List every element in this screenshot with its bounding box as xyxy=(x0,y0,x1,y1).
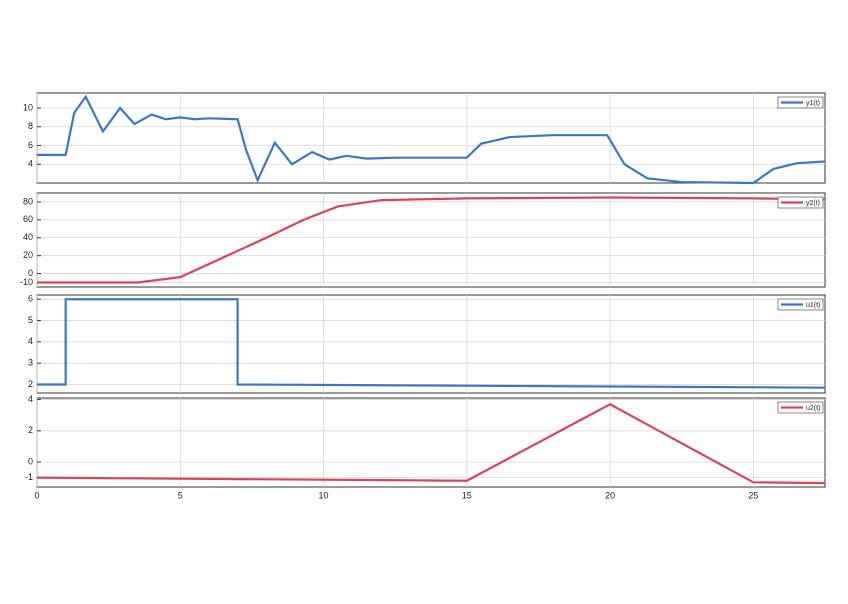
y-tick-label: 4 xyxy=(28,159,33,169)
x-tick-label: 15 xyxy=(462,490,472,500)
line xyxy=(37,298,826,389)
x-tick-label: 25 xyxy=(748,490,758,500)
x-tick-label: 0 xyxy=(34,490,39,500)
y-tick-label: 6 xyxy=(28,140,33,150)
legend-label: y2(t) xyxy=(806,200,820,207)
legend-label: y1(t) xyxy=(806,100,820,107)
y-tick-label: 80 xyxy=(23,196,33,206)
x-tick-label: 5 xyxy=(178,490,183,500)
y-tick-label: 2 xyxy=(28,425,33,435)
y-tick-label: 60 xyxy=(23,214,33,224)
y-tick-label: 0 xyxy=(28,456,33,466)
legend-label: u1(t) xyxy=(806,302,820,309)
y-tick-label: 4 xyxy=(28,394,33,404)
y-tick-label: 10 xyxy=(23,102,33,112)
y-tick-label: 8 xyxy=(28,121,33,131)
plot-area xyxy=(36,294,826,394)
line xyxy=(37,94,826,185)
plot-area xyxy=(36,397,826,488)
y-tick-label: 4 xyxy=(28,336,33,346)
y-tick-label: 5 xyxy=(28,315,33,325)
y-tick-label: 0 xyxy=(28,268,33,278)
x-tick-label: 10 xyxy=(319,490,329,500)
y-tick-label: 6 xyxy=(28,294,33,304)
y-tick-label: 20 xyxy=(23,250,33,260)
line xyxy=(36,402,826,485)
y-tick-label: -10 xyxy=(20,277,33,287)
y-tick-label: 40 xyxy=(23,232,33,242)
x-tick-label: 20 xyxy=(605,490,615,500)
y-tick-label: 2 xyxy=(28,379,33,389)
legend-label: u2(t) xyxy=(806,405,820,412)
y-tick-label: 3 xyxy=(28,358,33,368)
y-tick-label: -1 xyxy=(25,472,33,482)
plot-area xyxy=(36,92,826,184)
line xyxy=(37,196,826,284)
plot-area xyxy=(36,192,826,288)
